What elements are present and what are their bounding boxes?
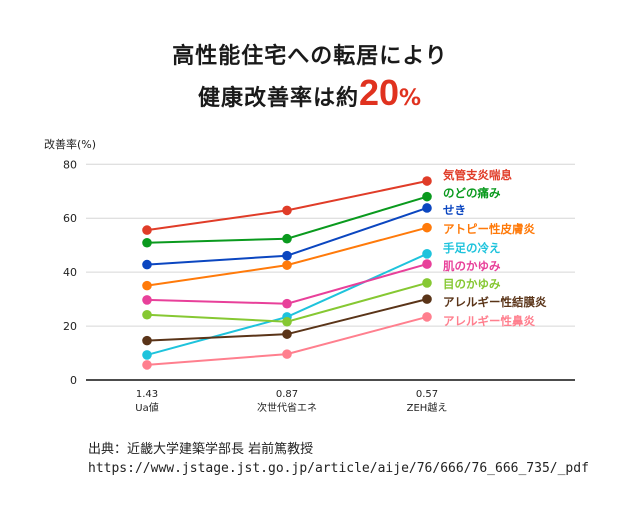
data-point	[142, 360, 152, 370]
legend-item: アトピー性皮膚炎	[443, 222, 535, 236]
y-tick-label: 20	[63, 320, 77, 333]
x-tick-category: ZEH越え	[406, 403, 448, 414]
legend-item: 肌のかゆみ	[443, 259, 501, 273]
legend-item: アレルギー性鼻炎	[443, 314, 535, 328]
y-tick-label: 80	[63, 158, 77, 171]
title-highlight-number: 20	[358, 72, 399, 113]
data-point	[282, 250, 292, 261]
data-point	[422, 259, 432, 269]
legend-item: せき	[443, 203, 466, 217]
data-point	[282, 260, 292, 270]
x-tick-category: 次世代省エネ	[257, 403, 317, 414]
data-point	[282, 298, 292, 309]
data-point	[282, 233, 292, 244]
x-tick-value: 0.87	[275, 389, 299, 400]
chart-title-line1: 高性能住宅への転居により	[172, 44, 448, 69]
y-tick-label: 0	[70, 374, 77, 387]
series-line	[146, 263, 428, 305]
data-point	[142, 259, 152, 270]
data-point	[422, 176, 432, 186]
x-tick-label: 0.57 ZEH越え	[367, 388, 487, 416]
x-tick-value: 1.43	[135, 389, 159, 400]
source-url[interactable]: https://www.jstage.jst.go.jp/article/aij…	[88, 461, 589, 476]
data-point	[422, 278, 432, 288]
data-point	[422, 312, 432, 322]
data-point	[142, 309, 152, 320]
data-point	[282, 316, 292, 327]
y-tick-label: 60	[63, 212, 77, 225]
data-point	[282, 205, 292, 216]
legend-item: 目のかゆみ	[443, 277, 501, 291]
source-credit: 出典：近畿大学建築学部長 岩前篤教授	[88, 442, 314, 457]
x-tick-value: 0.57	[415, 389, 439, 400]
x-tick-label: 0.87 次世代省エネ	[227, 388, 347, 416]
legend-item: アレルギー性結膜炎	[443, 295, 547, 309]
data-point	[282, 329, 292, 339]
data-point	[142, 350, 152, 360]
data-point	[142, 280, 152, 291]
data-point	[422, 203, 432, 213]
data-point	[422, 294, 432, 304]
x-tick-category: Ua値	[135, 403, 159, 414]
data-point	[142, 335, 152, 346]
chart-title-line2: 健康改善率は約20%	[0, 72, 620, 114]
data-point	[422, 191, 432, 202]
data-point	[142, 295, 152, 305]
data-point	[142, 225, 152, 235]
data-point	[282, 349, 292, 359]
data-point	[422, 222, 432, 233]
y-tick-label: 40	[63, 266, 77, 279]
y-axis-label: 改善率(%)	[44, 138, 97, 151]
title-prefix: 健康改善率は約	[197, 86, 359, 111]
data-point	[422, 249, 432, 259]
legend-item: 気管支炎喘息	[443, 168, 512, 182]
x-tick-label: 1.43 Ua値	[87, 388, 207, 416]
legend-item: 手足の冷え	[443, 241, 501, 255]
title-percent: %	[399, 86, 423, 111]
legend-item: のどの痛み	[443, 186, 501, 200]
data-point	[142, 237, 152, 248]
